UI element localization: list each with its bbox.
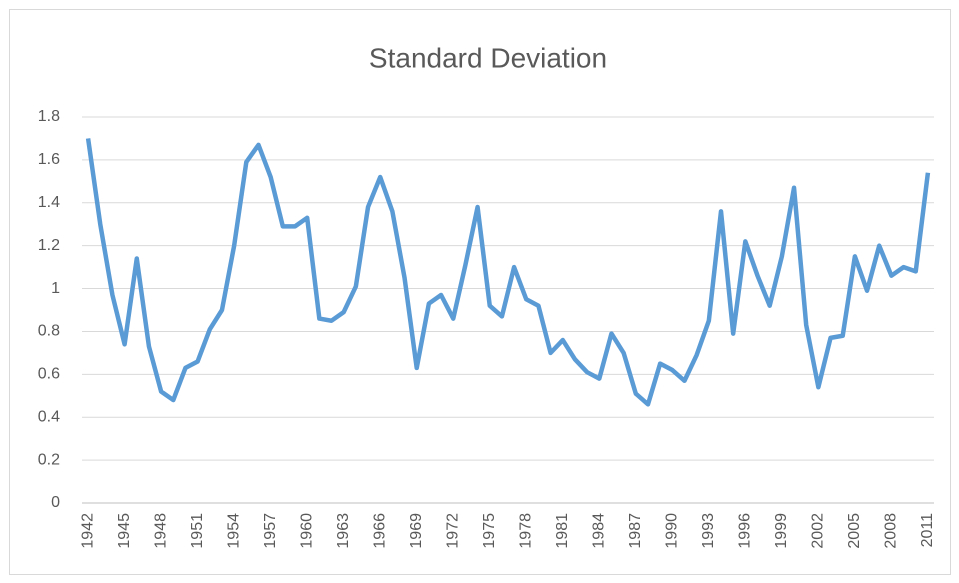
y-tick-label: 1 (51, 280, 60, 297)
x-tick-label: 1951 (189, 513, 206, 549)
y-tick-label: 0 (51, 494, 60, 511)
y-tick-label: 0.6 (38, 366, 60, 383)
x-tick-label: 1948 (152, 513, 169, 549)
x-tick-label: 1954 (225, 513, 242, 549)
x-tick-label: 1987 (627, 513, 644, 549)
x-tick-label: 1960 (298, 513, 315, 549)
y-tick-label: 1.8 (38, 108, 60, 125)
chart-border (9, 9, 951, 575)
x-tick-label: 1996 (737, 513, 754, 549)
y-tick-label: 0.2 (38, 451, 60, 468)
x-tick-label: 1978 (517, 513, 534, 549)
x-tick-label: 1993 (700, 513, 717, 549)
y-tick-label: 1.2 (38, 237, 60, 254)
x-tick-label: 2005 (846, 513, 863, 549)
x-tick-label: 1966 (371, 513, 388, 549)
x-tick-label: 2008 (883, 513, 900, 549)
x-tick-label: 1972 (444, 513, 461, 549)
y-tick-label: 1.4 (38, 194, 60, 211)
x-tick-label: 2011 (919, 513, 936, 548)
x-tick-label: 1984 (591, 513, 608, 549)
x-tick-label: 1975 (481, 513, 498, 549)
x-tick-label: 1969 (408, 513, 425, 549)
chart-title: Standard Deviation (369, 42, 607, 73)
y-tick-label: 0.4 (38, 408, 60, 425)
x-tick-label: 1999 (773, 513, 790, 549)
x-tick-label: 1945 (116, 513, 133, 549)
x-tick-label: 1981 (554, 513, 571, 549)
y-tick-label: 0.8 (38, 323, 60, 340)
x-tick-label: 1942 (79, 513, 96, 549)
x-tick-label: 1990 (664, 513, 681, 549)
y-tick-label: 1.6 (38, 151, 60, 168)
x-tick-label: 1957 (262, 513, 279, 549)
data-line (85, 138, 931, 407)
x-tick-label: 2002 (810, 513, 827, 549)
x-tick-label: 1963 (335, 513, 352, 549)
